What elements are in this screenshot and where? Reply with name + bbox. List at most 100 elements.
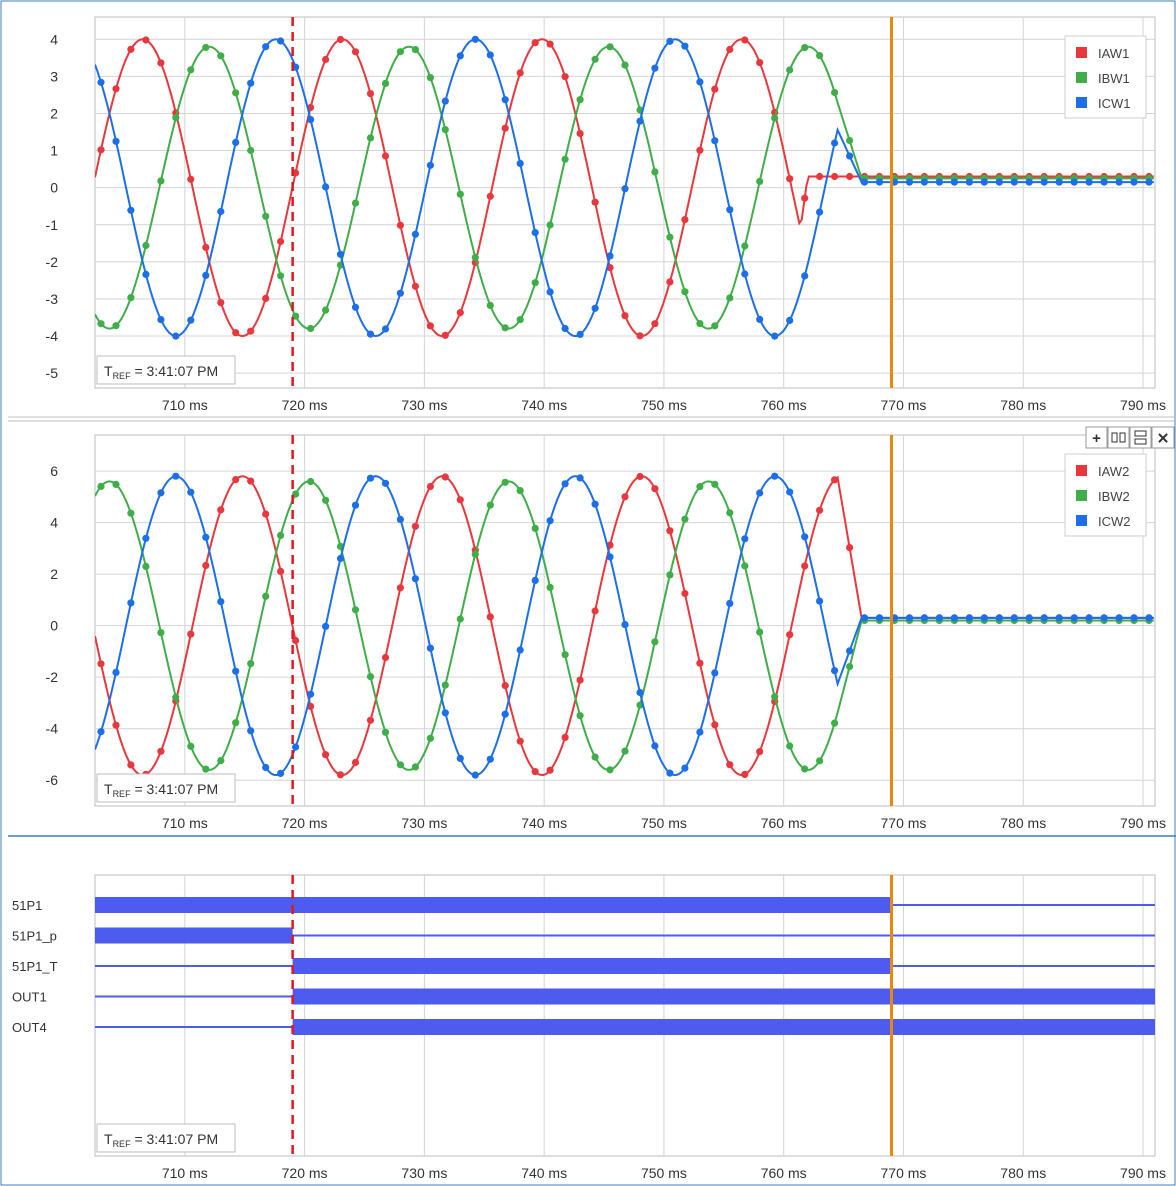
data-point-ICW1 — [1145, 178, 1153, 186]
data-point-IBW2 — [411, 763, 419, 771]
data-point-ICW2 — [651, 742, 659, 750]
plot-area[interactable] — [94, 874, 1156, 1157]
legend-label[interactable]: ICW1 — [1098, 96, 1131, 111]
data-point-ICW1 — [786, 316, 794, 324]
data-point-IAW1 — [441, 331, 449, 339]
data-point-ICW1 — [726, 206, 734, 214]
channel-asserted-bar — [292, 958, 892, 974]
data-point-ICW2 — [621, 621, 629, 629]
close-chart-button[interactable] — [1151, 426, 1175, 449]
plot-area[interactable] — [94, 16, 1156, 389]
data-point-IAW2 — [187, 630, 195, 638]
data-point-ICW2 — [696, 728, 704, 736]
analog-chart-1: 710 ms 720 ms 730 ms 740 ms 750 ms 760 ms 770 … — [46, 16, 1166, 413]
x-tick-label: 710 ms — [162, 815, 208, 831]
data-point-ICW1 — [636, 117, 644, 125]
legend: IAW2 IBW2 ICW2 — [1064, 453, 1147, 537]
data-point-ICW2 — [591, 500, 599, 508]
data-point-IBW1 — [217, 52, 225, 60]
data-point-IAW2 — [277, 567, 285, 576]
y-tick-label: -6 — [46, 772, 59, 788]
y-tick-label: -1 — [46, 217, 59, 233]
data-point-ICW1 — [486, 51, 494, 59]
data-point-ICW2 — [1025, 614, 1033, 622]
data-point-IBW2 — [756, 628, 764, 636]
data-point-IBW2 — [801, 765, 809, 773]
channel-label[interactable]: 51P1 — [12, 898, 42, 913]
data-point-ICW1 — [995, 178, 1003, 186]
data-point-IBW1 — [247, 146, 255, 155]
data-point-IAW1 — [666, 278, 674, 286]
y-tick-label: -4 — [46, 721, 59, 737]
add-chart-button[interactable] — [1085, 426, 1108, 449]
data-point-ICW2 — [531, 576, 539, 585]
data-point-ICW2 — [486, 755, 494, 763]
data-point-IAW1 — [202, 243, 210, 251]
legend-swatch — [1076, 490, 1087, 501]
data-point-IBW2 — [247, 660, 255, 668]
data-point-ICW1 — [112, 137, 120, 145]
data-point-ICW2 — [247, 727, 255, 735]
data-point-IAW2 — [202, 561, 210, 570]
channel-label[interactable]: 51P1_T — [12, 959, 58, 974]
legend-label[interactable]: IAW1 — [1098, 46, 1129, 61]
data-point-ICW1 — [262, 43, 270, 51]
data-point-IBW2 — [501, 478, 509, 486]
data-point-ICW1 — [1010, 178, 1018, 186]
data-point-IBW1 — [381, 79, 390, 87]
data-point-IBW2 — [127, 509, 135, 517]
channel-asserted-bar — [95, 897, 892, 913]
data-point-ICW2 — [1055, 614, 1063, 622]
y-tick-label: 2 — [50, 566, 58, 582]
data-point-IAW1 — [142, 36, 150, 44]
data-point-ICW1 — [756, 315, 764, 323]
chart-toolbar: + ✕ — [1085, 426, 1175, 449]
channel-label[interactable]: OUT4 — [12, 1020, 47, 1035]
data-point-IAW2 — [456, 496, 464, 504]
data-point-IBW2 — [277, 531, 285, 540]
data-point-IAW2 — [681, 589, 689, 598]
data-point-IAW1 — [486, 192, 494, 200]
data-point-ICW1 — [307, 116, 315, 124]
data-point-IBW1 — [786, 66, 794, 74]
data-point-IAW2 — [801, 562, 809, 570]
y-tick-label: -3 — [46, 291, 59, 307]
tref-label: TREF = 3:41:07 PM — [96, 773, 236, 803]
x-tick-label: 780 ms — [1000, 815, 1046, 831]
data-point-IBW2 — [217, 757, 225, 765]
split-columns-button[interactable] — [1107, 426, 1130, 449]
data-point-IAW2 — [217, 506, 225, 514]
data-point-IAW1 — [831, 172, 839, 181]
data-point-ICW1 — [651, 64, 659, 72]
channel-label[interactable]: OUT1 — [12, 990, 47, 1005]
data-point-IBW1 — [307, 324, 315, 333]
legend-label[interactable]: IAW2 — [1098, 464, 1129, 479]
x-tick-label: 740 ms — [521, 815, 567, 831]
data-point-IBW1 — [576, 96, 584, 104]
columns-icon — [1111, 432, 1126, 443]
data-point-ICW2 — [561, 480, 569, 488]
legend-label[interactable]: IBW2 — [1098, 489, 1130, 504]
legend-label[interactable]: IBW1 — [1098, 71, 1130, 86]
data-point-ICW2 — [277, 769, 285, 778]
data-point-ICW2 — [666, 769, 674, 777]
channel-label[interactable]: 51P1_p — [12, 929, 57, 944]
legend-label[interactable]: ICW2 — [1098, 514, 1131, 529]
data-point-IBW2 — [546, 583, 554, 592]
analog-chart-2: 710 ms 720 ms 730 ms 740 ms 750 ms 760 ms 770 … — [46, 434, 1166, 831]
data-point-ICW2 — [726, 599, 734, 608]
channel-asserted-bar — [95, 927, 293, 944]
data-point-IAW1 — [696, 146, 704, 154]
data-point-IBW1 — [756, 177, 764, 185]
x-tick-label: 710 ms — [162, 1165, 208, 1181]
data-point-ICW1 — [322, 183, 330, 191]
y-tick-label: 4 — [50, 515, 58, 531]
data-point-IAW1 — [366, 90, 375, 98]
x-tick-label: 740 ms — [521, 1165, 567, 1181]
data-point-ICW2 — [127, 599, 135, 607]
data-point-IAW2 — [97, 660, 105, 668]
data-point-ICW2 — [471, 771, 479, 779]
data-point-IAW2 — [486, 613, 494, 621]
split-rows-button[interactable] — [1129, 426, 1152, 449]
data-point-IBW2 — [741, 562, 749, 570]
